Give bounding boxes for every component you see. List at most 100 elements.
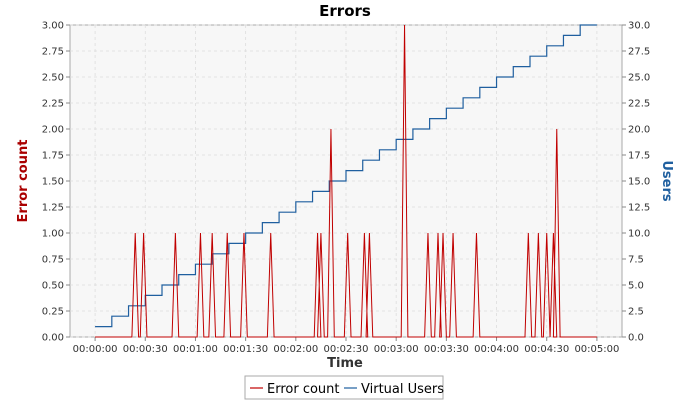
x-tick-label: 00:01:30 (223, 344, 268, 355)
error-count-point (442, 232, 444, 234)
left-tick-label: 1.25 (42, 203, 64, 214)
virtual-users-point (178, 273, 180, 275)
error-count-point (452, 232, 454, 234)
grid-lines (70, 24, 622, 338)
left-tick-label: 0.00 (42, 333, 64, 344)
x-tick-label: 00:02:30 (324, 344, 369, 355)
left-axis-title: Error count (16, 140, 31, 223)
error-count-point (316, 232, 318, 234)
x-tick-label: 00:00:30 (123, 344, 168, 355)
left-tick-label: 2.50 (42, 73, 64, 84)
x-axis-title: Time (327, 356, 363, 371)
right-tick-label: 5.0 (628, 281, 644, 292)
left-tick-label: 2.00 (42, 125, 64, 136)
error-count-point (270, 232, 272, 234)
right-tick-label: 17.5 (628, 151, 650, 162)
virtual-users-point (412, 128, 414, 130)
left-tick-label: 1.50 (42, 177, 64, 188)
left-tick-label: 0.75 (42, 255, 64, 266)
virtual-users-point (462, 97, 464, 99)
error-count-point (475, 232, 477, 234)
right-tick-label: 20.0 (628, 125, 650, 136)
virtual-users-point (546, 45, 548, 47)
error-count-point (368, 232, 370, 234)
virtual-users-point (261, 221, 263, 223)
error-count-point (199, 232, 201, 234)
right-tick-label: 22.5 (628, 99, 650, 110)
left-axis-ticks: 0.00 0.25 0.50 0.75 1.00 1.25 1.50 1.75 2.00 2.25… (42, 21, 70, 344)
virtual-users-point (311, 190, 313, 192)
virtual-users-point (529, 55, 531, 57)
virtual-users-point (328, 180, 330, 182)
left-tick-label: 2.25 (42, 99, 64, 110)
virtual-users-point (278, 211, 280, 213)
error-count-point (527, 232, 529, 234)
virtual-users-point (161, 284, 163, 286)
left-tick-label: 1.00 (42, 229, 64, 240)
error-count-point (556, 128, 558, 130)
left-tick-label: 0.50 (42, 281, 64, 292)
right-tick-label: 27.5 (628, 47, 650, 58)
virtual-users-point (228, 242, 230, 244)
legend: Error count Virtual Users (244, 375, 444, 400)
virtual-users-point (127, 305, 129, 307)
x-tick-label: 00:03:30 (424, 344, 469, 355)
legend-label-error-count: Error count (267, 382, 340, 397)
chart-title: Errors (319, 2, 371, 20)
x-tick-label: 00:04:30 (524, 344, 569, 355)
virtual-users-point (445, 107, 447, 109)
right-tick-label: 12.5 (628, 203, 650, 214)
virtual-users-point (362, 159, 364, 161)
right-tick-label: 0.0 (628, 333, 644, 344)
virtual-users-point (479, 86, 481, 88)
left-tick-label: 3.00 (42, 21, 64, 32)
left-tick-label: 0.25 (42, 307, 64, 318)
series-error-count-line (95, 24, 597, 338)
error-count-point (403, 24, 405, 26)
right-tick-label: 10.0 (628, 229, 650, 240)
error-count-point (363, 232, 365, 234)
error-count-point (174, 232, 176, 234)
right-tick-label: 15.0 (628, 177, 650, 188)
left-tick-label: 1.75 (42, 151, 64, 162)
series-virtual-users-line (95, 24, 597, 328)
virtual-users-point (144, 294, 146, 296)
right-axis-ticks: 0.0 2.5 5.0 7.5 10.0 12.5 15.0 17.5 20.0 22.5 25.0… (622, 21, 650, 344)
virtual-users-point (111, 315, 113, 317)
virtual-users-point (512, 65, 514, 67)
x-tick-label: 00:03:00 (374, 344, 419, 355)
right-tick-label: 30.0 (628, 21, 650, 32)
error-count-point (134, 232, 136, 234)
virtual-users-point (244, 232, 246, 234)
right-tick-label: 25.0 (628, 73, 650, 84)
virtual-users-point (596, 24, 598, 26)
virtual-users-point (211, 253, 213, 255)
x-tick-label: 00:00:00 (73, 344, 118, 355)
error-count-point (437, 232, 439, 234)
left-tick-label: 2.75 (42, 47, 64, 58)
error-count-point (211, 232, 213, 234)
virtual-users-point (94, 325, 96, 327)
virtual-users-point (495, 76, 497, 78)
error-count-point (330, 128, 332, 130)
x-tick-label: 00:04:00 (474, 344, 519, 355)
x-tick-label: 00:01:00 (173, 344, 218, 355)
virtual-users-point (428, 117, 430, 119)
legend-label-virtual-users: Virtual Users (361, 382, 444, 397)
error-count-point (546, 232, 548, 234)
virtual-users-point (345, 169, 347, 171)
virtual-users-point (579, 24, 581, 26)
virtual-users-point (295, 201, 297, 203)
virtual-users-point (562, 34, 564, 36)
right-tick-label: 2.5 (628, 307, 644, 318)
error-count-point (552, 232, 554, 234)
right-axis-title: Users (659, 160, 674, 202)
x-axis-ticks: 00:00:00 00:00:30 00:01:00 00:01:30 00:02:00… (73, 337, 619, 355)
error-count-point (427, 232, 429, 234)
virtual-users-point (194, 263, 196, 265)
error-count-point (226, 232, 228, 234)
virtual-users-point (378, 149, 380, 151)
virtual-users-point (395, 138, 397, 140)
error-count-point (320, 232, 322, 234)
